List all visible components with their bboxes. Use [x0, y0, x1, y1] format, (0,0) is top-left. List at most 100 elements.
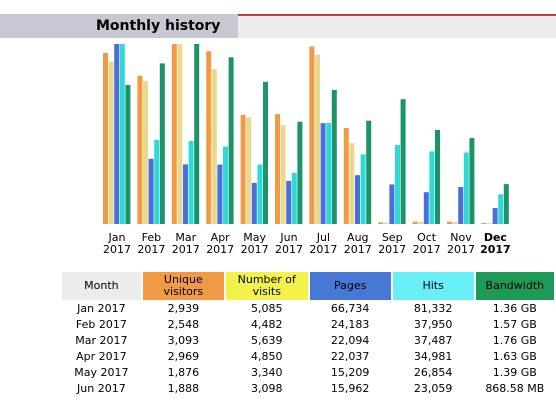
cell-month: Feb 2017 — [75, 317, 127, 331]
bar-visits-4 — [211, 69, 217, 224]
bar-pages-3 — [183, 164, 188, 224]
bar-pages-2 — [148, 158, 154, 224]
cell-bandwidth: 1.36 GB — [492, 301, 537, 315]
bar-unique-visitors-12 — [481, 223, 487, 224]
cell-visits: 3,098 — [251, 381, 283, 395]
cell-hits: 34,981 — [413, 349, 453, 363]
x-tick-month: Sep — [382, 231, 403, 244]
bar-visits-5 — [246, 117, 252, 224]
x-tick-year: 2017 — [172, 243, 200, 256]
cell-unique-visitors: 2,969 — [167, 349, 200, 363]
bar-unique-visitors-10 — [412, 221, 418, 224]
bar-unique-visitors-1 — [103, 53, 108, 224]
table-row: Jun 2017 1,888 3,098 15,962 23,059 868.58 MB — [62, 380, 554, 396]
x-tick-year: 2017 — [378, 243, 406, 256]
monthly-history-chart: Jan2017Feb2017Mar2017Apr2017May2017Jun20… — [103, 44, 511, 256]
bar-visits-2 — [143, 80, 148, 225]
monthly-history-table: Month Unique visitors Number of visits P… — [60, 272, 556, 396]
x-tick-month: Aug — [347, 231, 368, 244]
bar-pages-5 — [251, 183, 257, 224]
cell-visits: 5,639 — [251, 333, 283, 347]
section-title: Monthly history — [0, 14, 238, 38]
bar-visits-10 — [418, 221, 424, 224]
bar-bandwidth-10 — [435, 129, 440, 224]
header-pages: Pages — [309, 272, 391, 300]
bar-bandwidth-9 — [400, 99, 406, 224]
bar-pages-12 — [492, 208, 498, 224]
x-tick-year: 2017 — [480, 243, 511, 256]
bar-pages-1 — [114, 44, 120, 224]
cell-visits: 4,850 — [251, 349, 283, 363]
x-tick-month: Mar — [175, 231, 196, 244]
bar-unique-visitors-8 — [343, 128, 349, 224]
cell-pages: 15,209 — [330, 365, 370, 379]
bar-visits-11 — [452, 222, 458, 224]
bar-hits-2 — [154, 140, 160, 224]
bar-hits-12 — [498, 194, 504, 224]
bar-pages-11 — [458, 187, 464, 224]
x-tick-year: 2017 — [206, 243, 234, 256]
cell-hits: 37,487 — [413, 333, 453, 347]
cell-unique-visitors: 2,548 — [167, 317, 200, 331]
cell-hits: 81,332 — [413, 301, 453, 315]
x-tick-year: 2017 — [309, 243, 337, 256]
bar-bandwidth-8 — [366, 120, 372, 224]
cell-pages: 22,037 — [330, 349, 370, 363]
bar-hits-9 — [395, 145, 400, 224]
bar-hits-4 — [223, 146, 228, 224]
x-tick-month: Jan — [108, 231, 126, 244]
cell-hits: 37,950 — [413, 317, 453, 331]
bar-pages-4 — [217, 164, 223, 224]
cell-month: May 2017 — [74, 365, 129, 379]
cell-visits: 4,482 — [251, 317, 283, 331]
bar-unique-visitors-3 — [171, 44, 177, 224]
bar-unique-visitors-2 — [137, 75, 143, 224]
table-body: Jan 2017 2,939 5,085 66,734 81,332 1.36 GB Feb… — [62, 300, 554, 396]
bar-unique-visitors-9 — [378, 222, 384, 224]
table-row: Jan 2017 2,939 5,085 66,734 81,332 1.36 GB — [62, 300, 554, 316]
x-tick-month: Oct — [417, 231, 437, 244]
cell-pages: 24,183 — [330, 317, 370, 331]
bar-visits-12 — [487, 223, 492, 224]
bar-hits-5 — [257, 164, 263, 224]
x-tick-year: 2017 — [137, 243, 165, 256]
bar-bandwidth-11 — [469, 138, 475, 224]
cell-visits: 3,340 — [251, 365, 283, 379]
x-tick-year: 2017 — [241, 243, 269, 256]
cell-month: Mar 2017 — [75, 333, 128, 347]
x-tick-year: 2017 — [413, 243, 441, 256]
bar-visits-1 — [108, 61, 114, 225]
cell-month: Jun 2017 — [77, 381, 126, 395]
cell-bandwidth: 1.76 GB — [492, 333, 537, 347]
cell-pages: 22,094 — [330, 333, 370, 347]
table-header-row: Month Unique visitors Number of visits P… — [62, 272, 554, 300]
cell-visits: 5,085 — [251, 301, 283, 315]
header-unique-visitors: Unique visitors — [142, 272, 224, 300]
bar-bandwidth-2 — [159, 63, 165, 225]
bar-hits-11 — [463, 152, 469, 224]
x-tick-month: Nov — [450, 231, 472, 244]
bar-unique-visitors-11 — [447, 221, 452, 224]
cell-hits: 26,854 — [413, 365, 453, 379]
bar-hits-1 — [119, 44, 125, 224]
header-number-of-visits: Number of visits — [225, 272, 308, 300]
bar-hits-6 — [291, 173, 297, 224]
cell-bandwidth: 1.63 GB — [492, 349, 537, 363]
bar-bandwidth-3 — [194, 44, 200, 224]
x-tick-month: Apr — [211, 231, 231, 244]
table-row: Feb 2017 2,548 4,482 24,183 37,950 1.57 GB — [62, 316, 554, 332]
bar-pages-7 — [320, 123, 326, 224]
x-tick-month: Feb — [142, 231, 161, 244]
bar-hits-7 — [326, 123, 332, 224]
table-row: Mar 2017 3,093 5,639 22,094 37,487 1.76 GB — [62, 332, 554, 348]
bar-pages-6 — [286, 180, 292, 224]
bar-visits-3 — [177, 44, 183, 224]
cell-unique-visitors: 1,876 — [167, 365, 200, 379]
cell-month: Apr 2017 — [76, 349, 127, 363]
cell-unique-visitors: 2,939 — [167, 301, 200, 315]
bar-visits-6 — [280, 125, 286, 224]
cell-pages: 15,962 — [330, 381, 370, 395]
bar-visits-8 — [349, 143, 355, 224]
bar-unique-visitors-7 — [309, 46, 315, 224]
x-tick-year: 2017 — [103, 243, 131, 256]
